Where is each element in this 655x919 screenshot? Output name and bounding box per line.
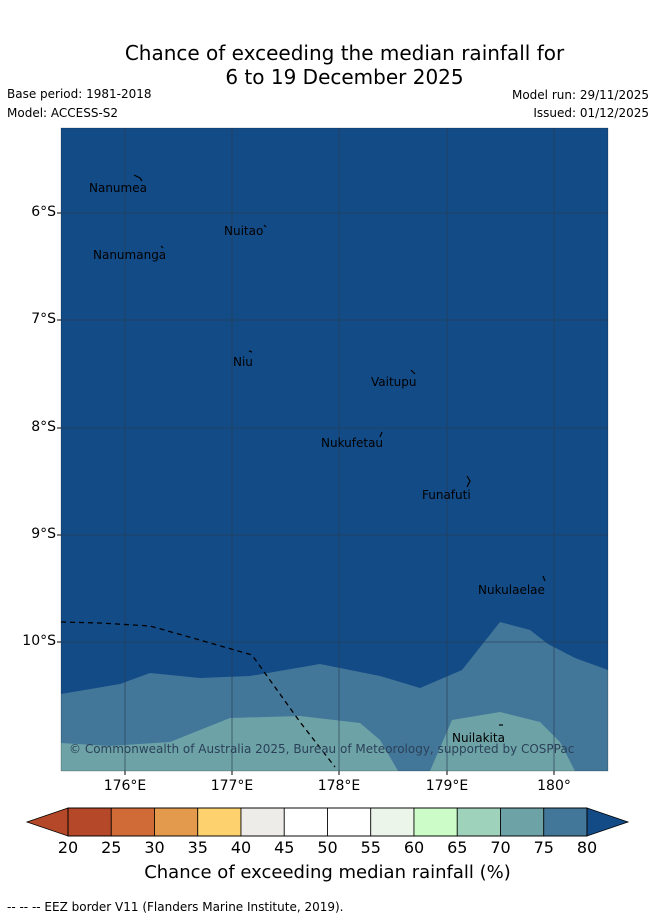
eez-legend-note: -- -- -- EEZ border V11 (Flanders Marine…	[7, 900, 344, 914]
island-shape	[263, 224, 267, 228]
lon-label-176e: 176°E	[103, 778, 147, 794]
band-70-fill	[61, 716, 398, 771]
island-label-nukulaelae: Nukulaelae	[478, 583, 545, 597]
island-label-nuilakita: Nuilakita	[452, 731, 505, 745]
island-label-funafuti: Funafuti	[422, 488, 471, 502]
axis-ticks	[57, 212, 555, 775]
chart-title-line-2: 6 to 19 December 2025	[225, 65, 464, 89]
island-label-vaitupu: Vaitupu	[371, 375, 417, 389]
colorbar-segment	[413, 807, 458, 837]
colorbar-segment	[283, 807, 328, 837]
colorbar	[25, 807, 630, 837]
colorbar-tick-label: 20	[57, 838, 79, 857]
colorbar-tick-label: 75	[533, 838, 554, 857]
lat-label-9s: 9°S	[31, 526, 56, 542]
eez-border-line	[61, 621, 336, 768]
island-shape	[542, 575, 546, 582]
lon-label-178e: 178°E	[317, 778, 361, 794]
colorbar-tick-label: 55	[360, 838, 381, 857]
colorbar-tick-label: 60	[403, 838, 425, 857]
colorbar-segment	[197, 807, 242, 837]
chart-title-line-1: Chance of exceeding the median rainfall …	[124, 41, 565, 65]
island-shape	[466, 475, 471, 488]
colorbar-segment	[543, 807, 588, 837]
map-frame	[60, 127, 609, 772]
island-shape	[379, 431, 383, 438]
colorbar-tick-label: 30	[144, 838, 165, 857]
lat-label-6s: 6°S	[31, 204, 56, 220]
colorbar-low-extend	[25, 807, 69, 837]
lat-label-7s: 7°S	[31, 311, 56, 327]
colorbar-segment	[327, 807, 372, 837]
model-text: Model: ACCESS-S2	[7, 106, 119, 120]
colorbar-segment	[500, 807, 545, 837]
island-label-nuitao: Nuitao	[224, 224, 264, 238]
copyright-notice: © Commonwealth of Australia 2025, Bureau…	[69, 742, 575, 756]
colorbar-tick-label: 65	[447, 838, 468, 857]
base-period-text: Base period: 1981-2018	[7, 87, 152, 101]
island-label-nanumea: Nanumea	[89, 181, 147, 195]
colorbar-segment	[154, 807, 199, 837]
colorbar-segment	[110, 807, 155, 837]
band-70-fill	[318, 754, 395, 771]
colorbar-outline	[67, 807, 588, 837]
colorbar-tick-label: 35	[187, 838, 208, 857]
lon-label-177e: 177°E	[210, 778, 254, 794]
island-outlines	[133, 174, 546, 726]
colorbar-tick-label: 25	[101, 838, 122, 857]
colorbar-tick-label: 80	[576, 838, 598, 857]
band-70-fill	[430, 712, 575, 771]
island-shape	[410, 369, 416, 375]
colorbar-tick-label: 50	[317, 838, 338, 857]
island-label-nanumanga: Nanumanga	[93, 248, 167, 262]
island-shape	[160, 245, 164, 249]
island-label-nukufetau: Nukufetau	[321, 436, 384, 450]
colorbar-segments	[67, 807, 588, 837]
lat-label-10s: 10°S	[22, 633, 56, 649]
colorbar-high-extend	[586, 807, 630, 837]
island-shape	[133, 174, 143, 182]
colorbar-title: Chance of exceeding median rainfall (%)	[144, 862, 511, 883]
island-label-niu: Niu	[233, 355, 253, 369]
lon-label-180: 180°	[537, 778, 571, 794]
island-shape	[248, 350, 253, 353]
colorbar-segment	[67, 807, 112, 837]
model-run-text: Model run: 29/11/2025	[511, 88, 649, 102]
lat-label-8s: 8°S	[31, 419, 56, 435]
graticule	[61, 128, 608, 771]
map-area	[61, 128, 608, 771]
colorbar-tick-label: 70	[490, 838, 511, 857]
colorbar-tick-label: 45	[274, 838, 295, 857]
colorbar-segment	[240, 807, 285, 837]
lon-label-179e: 179°E	[425, 778, 469, 794]
colorbar-segment	[456, 807, 501, 837]
colorbar-tick-label: 40	[230, 838, 252, 857]
colorbar-segment	[370, 807, 415, 837]
issued-text: Issued: 01/12/2025	[533, 106, 649, 120]
